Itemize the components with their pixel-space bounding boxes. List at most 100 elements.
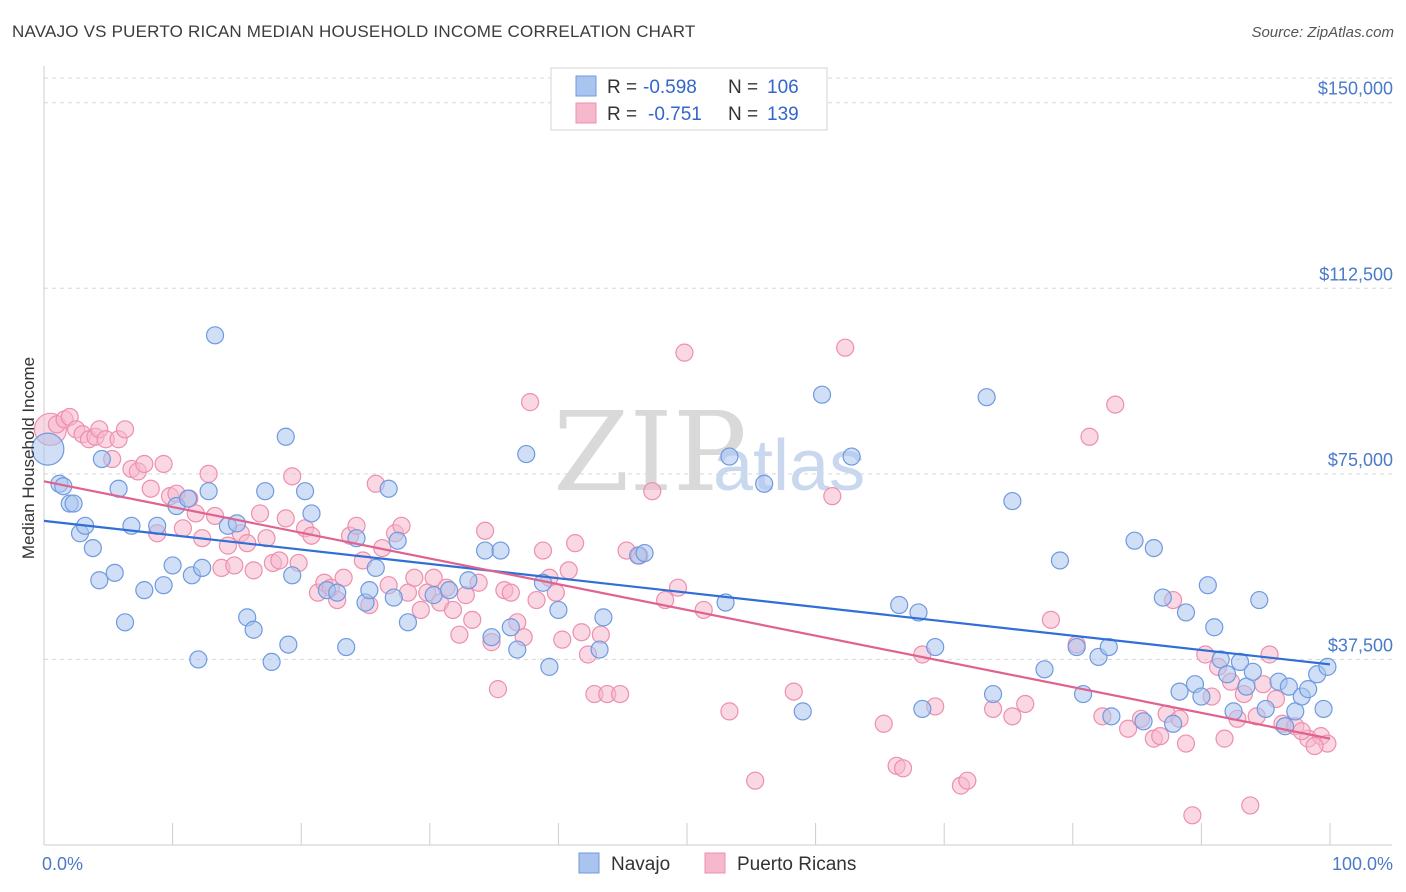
navajo-point: [517, 444, 536, 464]
navajo-point: [1050, 551, 1070, 570]
bottom-legend: Navajo Puerto Ricans: [578, 852, 856, 875]
navajo-point: [793, 702, 812, 721]
legend-navajo-n-value: 106: [767, 77, 799, 98]
y-tick-label: $37,500: [1328, 635, 1393, 655]
navajo-point: [842, 447, 861, 466]
navajo-point: [256, 482, 275, 501]
navajo-point: [154, 576, 173, 595]
navajo-point: [1102, 707, 1121, 726]
puerto-ricans-point: [521, 393, 540, 412]
trend-lines: [43, 480, 1331, 740]
puerto-ricans-point: [1183, 806, 1202, 825]
navajo-point: [90, 571, 109, 590]
navajo-point: [540, 657, 559, 676]
navajo-point: [926, 637, 945, 657]
puerto-ricans-point: [244, 561, 263, 580]
navajo-point: [755, 474, 774, 493]
puerto-ricans-point: [475, 521, 495, 540]
navajo-point: [366, 558, 385, 577]
navajo-point: [909, 603, 928, 622]
x-tick-label: 0.0%: [42, 854, 83, 874]
navajo-point: [1125, 531, 1144, 550]
puerto-ricans-point: [199, 464, 218, 483]
navajo-point: [283, 566, 302, 585]
navajo-point: [295, 482, 315, 501]
navajo-point: [424, 586, 443, 605]
navajo-point: [163, 556, 182, 575]
navajo-point: [1205, 618, 1224, 637]
navajo-point: [439, 581, 459, 600]
puerto-ricans-point: [456, 586, 475, 605]
watermark-atlas: atlas: [713, 426, 865, 506]
navajo-point: [244, 620, 263, 639]
navajo-point: [459, 571, 478, 590]
puerto-ricans-point: [135, 454, 154, 474]
navajo-point: [590, 640, 609, 659]
navajo-point: [475, 541, 495, 560]
puerto-ricans-point: [675, 343, 694, 362]
legend-navajo-r-label: R =: [607, 77, 637, 98]
navajo-point: [384, 588, 403, 607]
puerto-ricans-point: [1176, 734, 1196, 753]
navajo-point: [1198, 576, 1217, 595]
puerto-ricans-point: [643, 482, 662, 501]
navajo-point: [276, 427, 295, 446]
bottom-legend-navajo-label: Navajo: [611, 854, 670, 875]
navajo-point: [1099, 637, 1118, 657]
puerto-ricans-point: [501, 583, 520, 602]
navajo-point: [193, 558, 212, 577]
navajo-point: [1314, 699, 1333, 719]
puerto-ricans-point: [566, 534, 585, 553]
navajo-point: [199, 482, 218, 501]
chart-title: NAVAJO VS PUERTO RICAN MEDIAN HOUSEHOLD …: [12, 22, 696, 41]
navajo-point: [279, 635, 298, 654]
puerto-ricans-point: [527, 590, 546, 610]
navajo-point: [1170, 682, 1189, 701]
navajo-point: [1318, 657, 1337, 676]
legend-navajo-n-label: N =: [728, 77, 758, 98]
puerto-ricans-point: [836, 338, 855, 357]
legend-pr-n-value: 139: [767, 104, 799, 125]
navajo-point: [1153, 588, 1172, 607]
x-tick-labels: 0.0% 100.0%: [42, 854, 1393, 874]
navajo-point: [508, 640, 527, 659]
puerto-ricans-point: [1196, 645, 1215, 664]
navajo-point: [913, 699, 932, 719]
navajo-point: [635, 543, 654, 563]
puerto-ricans-point: [173, 519, 192, 538]
navajo-point: [1192, 687, 1211, 706]
navajo-point: [1144, 538, 1163, 558]
puerto-ricans-point: [1118, 719, 1138, 738]
puerto-ricans-point: [141, 479, 160, 498]
puerto-ricans-point: [958, 771, 977, 790]
navajo-point: [205, 326, 225, 345]
navajo-point: [189, 650, 208, 669]
puerto-ricans-point: [405, 568, 424, 587]
watermark: ZIP atlas: [553, 388, 865, 516]
navajo-point: [549, 600, 568, 620]
navajo-point: [64, 494, 83, 513]
puerto-ricans-point: [488, 680, 508, 699]
navajo-point: [398, 613, 418, 632]
puerto-ricans-point: [270, 551, 289, 570]
x-tick-label: 100.0%: [1332, 854, 1393, 874]
navajo-point: [31, 432, 65, 466]
puerto-ricans-point: [694, 600, 713, 620]
legend-pr-r-label: R =: [607, 104, 637, 125]
legend-pr-swatch: [575, 102, 597, 124]
bottom-legend-pr-label: Puerto Ricans: [737, 854, 856, 875]
navajo-point: [360, 581, 379, 600]
puerto-ricans-point: [1016, 694, 1035, 714]
puerto-ricans-point: [533, 541, 553, 560]
source-label: Source: ZipAtlas.com: [1251, 24, 1394, 41]
puerto-ricans-trend-line: [43, 480, 1331, 740]
navajo-point: [977, 388, 996, 407]
puerto-ricans-point: [1080, 427, 1099, 446]
y-tick-label: $112,500: [1319, 264, 1393, 284]
y-tick-labels: $37,500 $75,000 $112,500 $150,000: [1318, 79, 1393, 656]
navajo-point: [491, 541, 510, 560]
puerto-ricans-point: [392, 516, 411, 535]
navajo-points: [31, 326, 1337, 736]
legend-pr-n-label: N =: [728, 104, 758, 125]
puerto-ricans-point: [823, 487, 842, 506]
